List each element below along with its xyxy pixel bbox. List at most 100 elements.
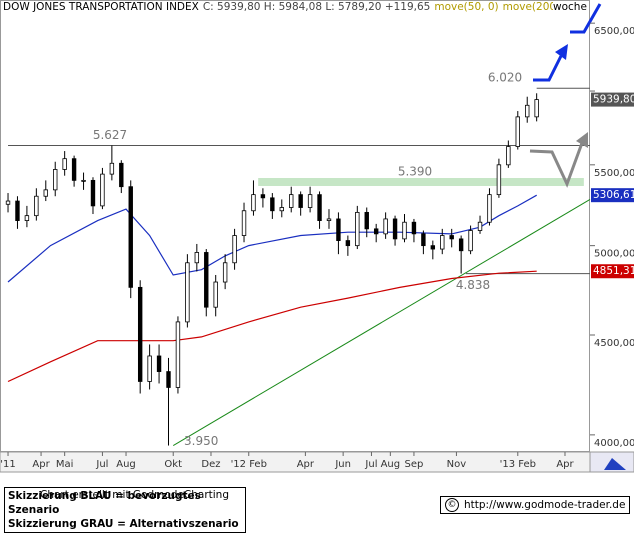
last-price-box [591, 92, 634, 107]
candle-body [34, 195, 39, 217]
candle-body [336, 218, 341, 241]
candle-body [232, 235, 237, 264]
candle-body [515, 116, 520, 147]
x-tick-label: Jul [95, 459, 108, 470]
x-tick-label: Aug [381, 459, 401, 470]
credit: Chart erstellt mit GodmodeCharting [40, 489, 229, 501]
candle-body [496, 164, 502, 196]
level-label: 5.390 [398, 164, 432, 178]
candle-body [449, 235, 454, 240]
candle-body [392, 218, 398, 240]
notes: Skizzierung BLAU = bevorzugtes Szenario … [4, 487, 246, 533]
grey-arrowhead [576, 132, 588, 148]
candle-body [204, 252, 209, 308]
y-tick-label: 6500,00 [594, 26, 634, 37]
candle-body [458, 238, 464, 252]
candle-body [260, 194, 266, 199]
candle-body [90, 179, 96, 207]
trendline [172, 199, 591, 446]
candle-body [53, 169, 58, 191]
level-label: 5.627 [93, 128, 127, 142]
x-tick-label: Apr [556, 459, 574, 470]
candle-body [213, 281, 218, 308]
y-tick-label: 4500,00 [594, 338, 634, 349]
candle-body [100, 173, 105, 207]
blue-scenario [570, 3, 602, 34]
candle-body [430, 245, 436, 250]
candle-body [383, 218, 388, 235]
candle-body [477, 221, 483, 231]
candle-body [534, 99, 539, 118]
candle-body [421, 233, 426, 247]
period: woche [553, 1, 587, 13]
candle-body [270, 197, 275, 212]
candle-body [364, 211, 369, 230]
corner-icon [604, 458, 626, 470]
candle-body [62, 158, 67, 170]
x-tick-label: Okt [164, 459, 182, 470]
candle-body [411, 221, 417, 235]
ma-last: 5306,61 [593, 189, 634, 201]
candle-body [317, 194, 322, 221]
y-tick-label: 5000,00 [594, 249, 634, 260]
x-tick-label: Apr [32, 459, 50, 470]
grey-scenario [529, 142, 584, 188]
candle-body [468, 230, 473, 252]
last-price: 5939,80 [593, 94, 634, 106]
candle-body [307, 194, 313, 208]
x-tick-label: Sep [405, 459, 424, 470]
x-tick-label: Nov [447, 459, 467, 470]
candle-body [147, 355, 152, 382]
y-tick-label: 5500,00 [594, 168, 634, 179]
x-tick-label: Aug [116, 459, 136, 470]
plot-frame [0, 0, 590, 452]
candle-body [506, 146, 511, 166]
candle-body [5, 200, 11, 205]
level-label: 4.838 [456, 278, 490, 292]
candle-body [166, 371, 171, 388]
note: Skizzierung GRAU = Alternativszenario [8, 518, 239, 530]
candle-body [487, 194, 492, 223]
candle-body [222, 262, 228, 283]
level-label: 6.020 [488, 71, 522, 85]
candle-body [345, 240, 351, 247]
candle-body [241, 210, 247, 236]
candle-body [119, 162, 124, 188]
x-tick-label: '13 Feb [500, 459, 536, 470]
candle-body [440, 235, 445, 250]
candle-body [194, 252, 200, 264]
candle-body [109, 162, 115, 175]
candle-body [373, 228, 379, 235]
x-tick-label: Dez [201, 459, 220, 470]
candle-body [71, 158, 77, 181]
candle-body [175, 321, 181, 388]
header: DOW JONES TRANSPORTATION INDEX C: 5939,8… [3, 1, 577, 15]
x-tick-label: Jun [334, 459, 351, 470]
title: DOW JONES TRANSPORTATION INDEX [3, 1, 199, 13]
legend-entry: move(50, 0) [434, 1, 499, 13]
x-tick-label: Jul [364, 459, 377, 470]
ma-line [7, 270, 537, 383]
url-box: © http://www.godmode-trader.de [440, 496, 630, 514]
candle-body [355, 211, 360, 247]
candle-body [156, 355, 162, 372]
plot [5, 87, 591, 446]
blue-arrowhead [555, 44, 568, 60]
candle-body [326, 218, 332, 221]
copyright: © [445, 498, 459, 512]
ma-last-box [591, 264, 634, 279]
low-label: 3.950 [184, 434, 218, 448]
x-tick-label: Apr [297, 459, 315, 470]
candle-body [24, 215, 30, 221]
ma-last-box [591, 188, 634, 203]
quote: C: 5939,80 H: 5984,08 L: 5789,20 +119,65 [202, 1, 431, 13]
candle-body [298, 194, 303, 208]
candle-body [137, 286, 143, 382]
blue-scenario [533, 55, 563, 82]
candle-body [185, 262, 190, 323]
x-tick-label: '12 Feb [231, 459, 267, 470]
candle-body [402, 221, 407, 240]
note: Skizzierung BLAU = bevorzugtes Szenario [8, 490, 201, 516]
